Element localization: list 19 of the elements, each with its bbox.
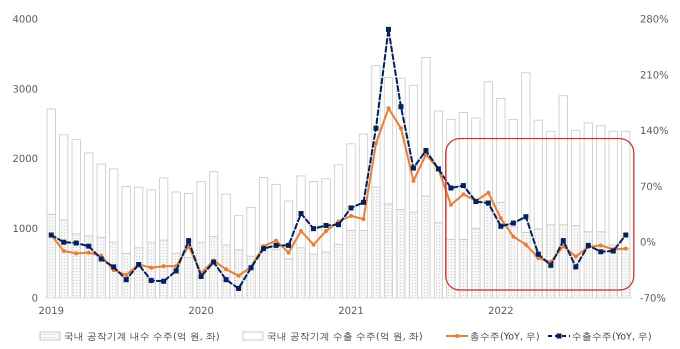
y2-tick-label: 70%: [640, 182, 662, 193]
y2-tick-label: 210%: [640, 70, 669, 82]
legend-label: 국내 공작기계 수출 수주(억 원, 좌): [267, 331, 423, 342]
y-tick-label: 2000: [12, 154, 38, 165]
legend-label: 수출수주(YoY, 우): [572, 331, 652, 342]
y-tick-label: 1000: [12, 224, 38, 235]
x-tick-label: 2022: [488, 306, 514, 317]
x-tick-label: 2020: [188, 306, 214, 317]
y2-tick-label: 0%: [640, 238, 656, 249]
y2-tick-label: 140%: [640, 126, 669, 138]
x-tick-label: 2021: [338, 306, 364, 317]
legend-label: 총수주(YoY, 우): [470, 331, 540, 342]
y-tick-label: 3000: [12, 84, 38, 96]
legend-label: 국내 공작기계 내수 수주(억 원, 좌): [64, 331, 220, 342]
y2-tick-label: 280%: [640, 14, 669, 26]
y-tick-label: 4000: [12, 14, 38, 26]
y2-tick-label: -70%: [640, 294, 666, 304]
y-tick-label: 0: [32, 294, 38, 304]
x-tick-label: 2019: [38, 306, 64, 317]
